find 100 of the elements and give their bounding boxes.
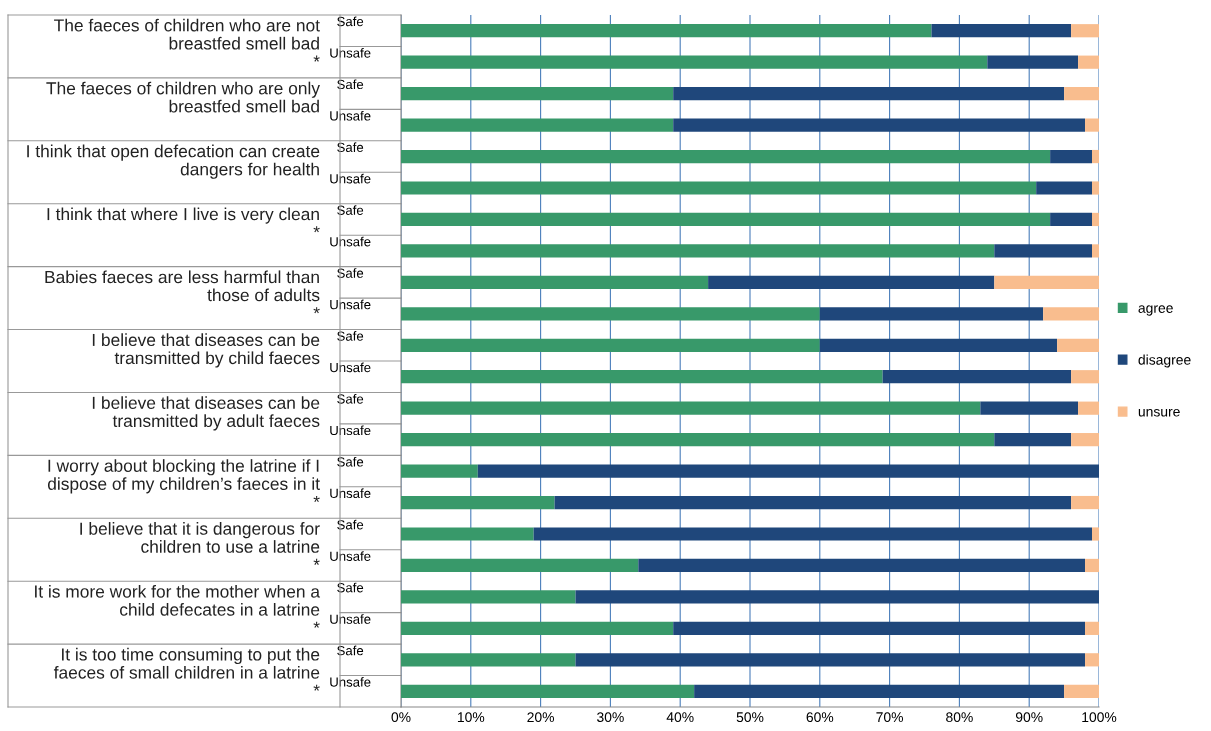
- bar: [1071, 24, 1099, 38]
- x-tick-label: 40%: [666, 712, 694, 723]
- y-tick-label: Safe: [337, 582, 364, 593]
- text: It is more work for the mother when a child defecates in a latrine *: [35, 584, 321, 628]
- bar: [401, 118, 674, 132]
- x-tick-label: 50%: [736, 712, 764, 723]
- bar: [401, 370, 883, 384]
- y-tick-label: Safe: [337, 205, 364, 215]
- y-tick-label: Safe: [337, 79, 364, 90]
- bar: [1078, 55, 1099, 69]
- bar: [401, 684, 695, 698]
- y-tick-label: Unsafe: [330, 47, 371, 58]
- bar: [1043, 307, 1099, 321]
- text: I believe that it is dangerous for children to use a latrine *: [80, 522, 320, 565]
- text: Babies faeces are less harmful than those of adults *: [45, 270, 320, 314]
- text: I think that where I live is very clean *: [47, 207, 320, 233]
- text: I worry about blocking the latrine if I dispose of my children’s faeces in it *: [47, 459, 320, 503]
- legend-label: unsure: [1138, 408, 1180, 417]
- bar: [1085, 653, 1099, 667]
- bar: [401, 495, 555, 510]
- bar: [1036, 181, 1093, 195]
- bar: [673, 621, 1086, 635]
- bar: [673, 118, 1086, 132]
- bar: [401, 401, 981, 415]
- bar: [1071, 495, 1099, 510]
- y-tick-label: Unsafe: [330, 551, 371, 561]
- bar: [994, 275, 1099, 289]
- bar: [1085, 558, 1099, 573]
- bar: [1092, 181, 1099, 195]
- bar: [401, 24, 932, 38]
- bar: [638, 558, 1086, 573]
- y-tick-label: Safe: [337, 456, 364, 467]
- y-tick-label: Unsafe: [330, 110, 371, 121]
- bar: [987, 55, 1079, 69]
- bar: [1064, 684, 1099, 698]
- bar: [1092, 149, 1099, 164]
- y-tick-label: Unsafe: [330, 236, 371, 247]
- bar: [401, 590, 576, 604]
- x-tick-label: 60%: [806, 712, 834, 723]
- x-tick-label: 70%: [876, 712, 904, 723]
- x-tick-label: 20%: [527, 712, 555, 723]
- bar: [401, 464, 478, 478]
- bar: [1092, 244, 1099, 258]
- bar: [1050, 212, 1093, 227]
- x-tick-label: 100%: [1082, 712, 1117, 723]
- y-tick-label: Unsafe: [330, 488, 371, 499]
- bar: [931, 24, 1072, 38]
- bar: [694, 684, 1065, 698]
- bar: [1057, 338, 1099, 352]
- y-tick-label: Unsafe: [330, 677, 371, 687]
- x-tick-label: 10%: [457, 712, 485, 723]
- bar: [401, 307, 820, 321]
- text: The faeces of children who are not breastfed smell bad *: [54, 18, 320, 62]
- text: I believe that diseases can be transmitted by child faeces: [92, 333, 320, 368]
- bar: [1085, 118, 1099, 132]
- text: I think that open defecation can create dangers for health: [27, 144, 320, 179]
- bar: [554, 495, 1072, 510]
- y-tick-label: Safe: [337, 645, 364, 656]
- y-tick-label: Safe: [337, 16, 364, 27]
- bar: [1092, 527, 1099, 541]
- text: I believe that diseases can be transmitted by adult faeces: [92, 396, 320, 431]
- bar: [401, 653, 576, 667]
- bar: [882, 370, 1072, 384]
- y-tick-label: Safe: [337, 142, 364, 153]
- bar: [401, 212, 1051, 227]
- x-tick-label: 80%: [946, 712, 973, 723]
- bar: [401, 275, 709, 289]
- bar: [401, 527, 534, 541]
- bar: [994, 244, 1093, 258]
- text: The faeces of children who are only breastfed smell bad: [46, 81, 320, 113]
- bar: [673, 87, 1065, 101]
- bar: [1071, 433, 1099, 447]
- bar: [401, 244, 995, 258]
- bar: [1064, 87, 1099, 101]
- bar: [533, 527, 1093, 541]
- bar: [575, 653, 1086, 667]
- bar: [401, 338, 820, 352]
- bar: [401, 87, 674, 101]
- bar: [401, 149, 1051, 164]
- bar: [401, 433, 995, 447]
- x-tick-label: 90%: [1015, 712, 1043, 723]
- y-tick-label: Safe: [337, 519, 364, 530]
- bar: [819, 338, 1058, 352]
- y-tick-label: Safe: [337, 268, 364, 278]
- y-tick-label: Safe: [337, 393, 364, 404]
- bar: [401, 558, 639, 573]
- y-tick-label: Unsafe: [330, 614, 371, 624]
- x-tick-label: 30%: [597, 712, 624, 723]
- legend-label: agree: [1138, 305, 1173, 316]
- bar: [477, 464, 1099, 478]
- bar: [819, 307, 1044, 321]
- bar: [575, 590, 1099, 604]
- legend-label: disagree: [1138, 354, 1191, 368]
- bar: [1050, 149, 1093, 164]
- bar: [401, 181, 1037, 195]
- y-tick-label: Unsafe: [330, 173, 371, 184]
- bar: [401, 621, 674, 635]
- bar: [1071, 370, 1099, 384]
- y-tick-label: Unsafe: [330, 362, 371, 373]
- y-tick-label: Unsafe: [330, 299, 371, 310]
